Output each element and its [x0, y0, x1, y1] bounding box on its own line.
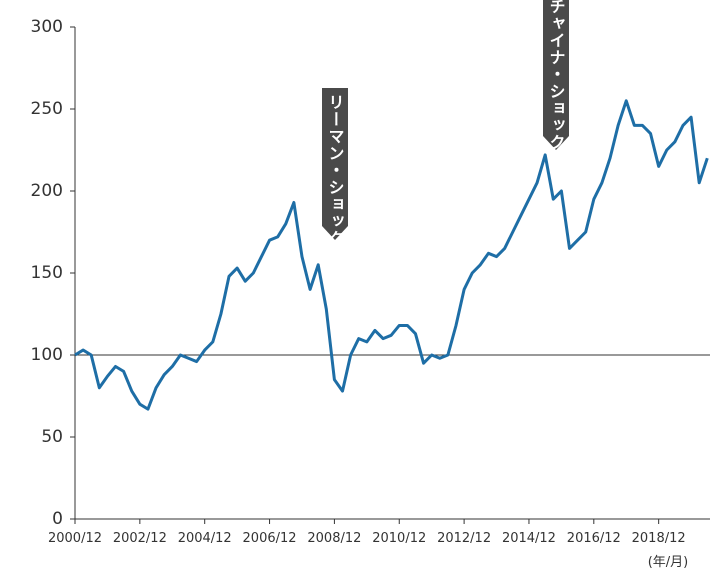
annotation-box: [543, 0, 569, 150]
x-tick-label: 2018/12: [632, 531, 686, 546]
x-tick-label: 2016/12: [567, 531, 621, 546]
x-tick-label: 2014/12: [502, 531, 556, 546]
x-tick-label: 2006/12: [243, 531, 297, 546]
x-tick-label: 2008/12: [307, 531, 361, 546]
x-tick-label: 2000/12: [48, 531, 102, 546]
annotation: リーマン・ショック: [322, 88, 348, 247]
data-line: [74, 99, 709, 411]
y-tick-label: 300: [31, 17, 63, 37]
x-tick-label: 2002/12: [113, 531, 167, 546]
y-tick-label: 0: [52, 509, 63, 529]
annotation-text: リーマン・ショック: [326, 94, 345, 247]
y-tick-label: 250: [31, 99, 63, 119]
y-tick-label: 100: [31, 345, 63, 365]
x-unit: (年/月): [648, 555, 689, 570]
annotation-text: チャイナ・ショック: [547, 0, 566, 151]
x-tick-label: 2004/12: [178, 531, 232, 546]
annotation-box: [322, 88, 348, 240]
y-tick-label: 200: [31, 181, 63, 201]
annotation: チャイナ・ショック: [543, 0, 569, 151]
y-tick-label: 150: [31, 263, 63, 283]
x-tick-label: 2012/12: [437, 531, 491, 546]
x-tick-label: 2010/12: [372, 531, 426, 546]
y-tick-label: 50: [41, 427, 63, 447]
